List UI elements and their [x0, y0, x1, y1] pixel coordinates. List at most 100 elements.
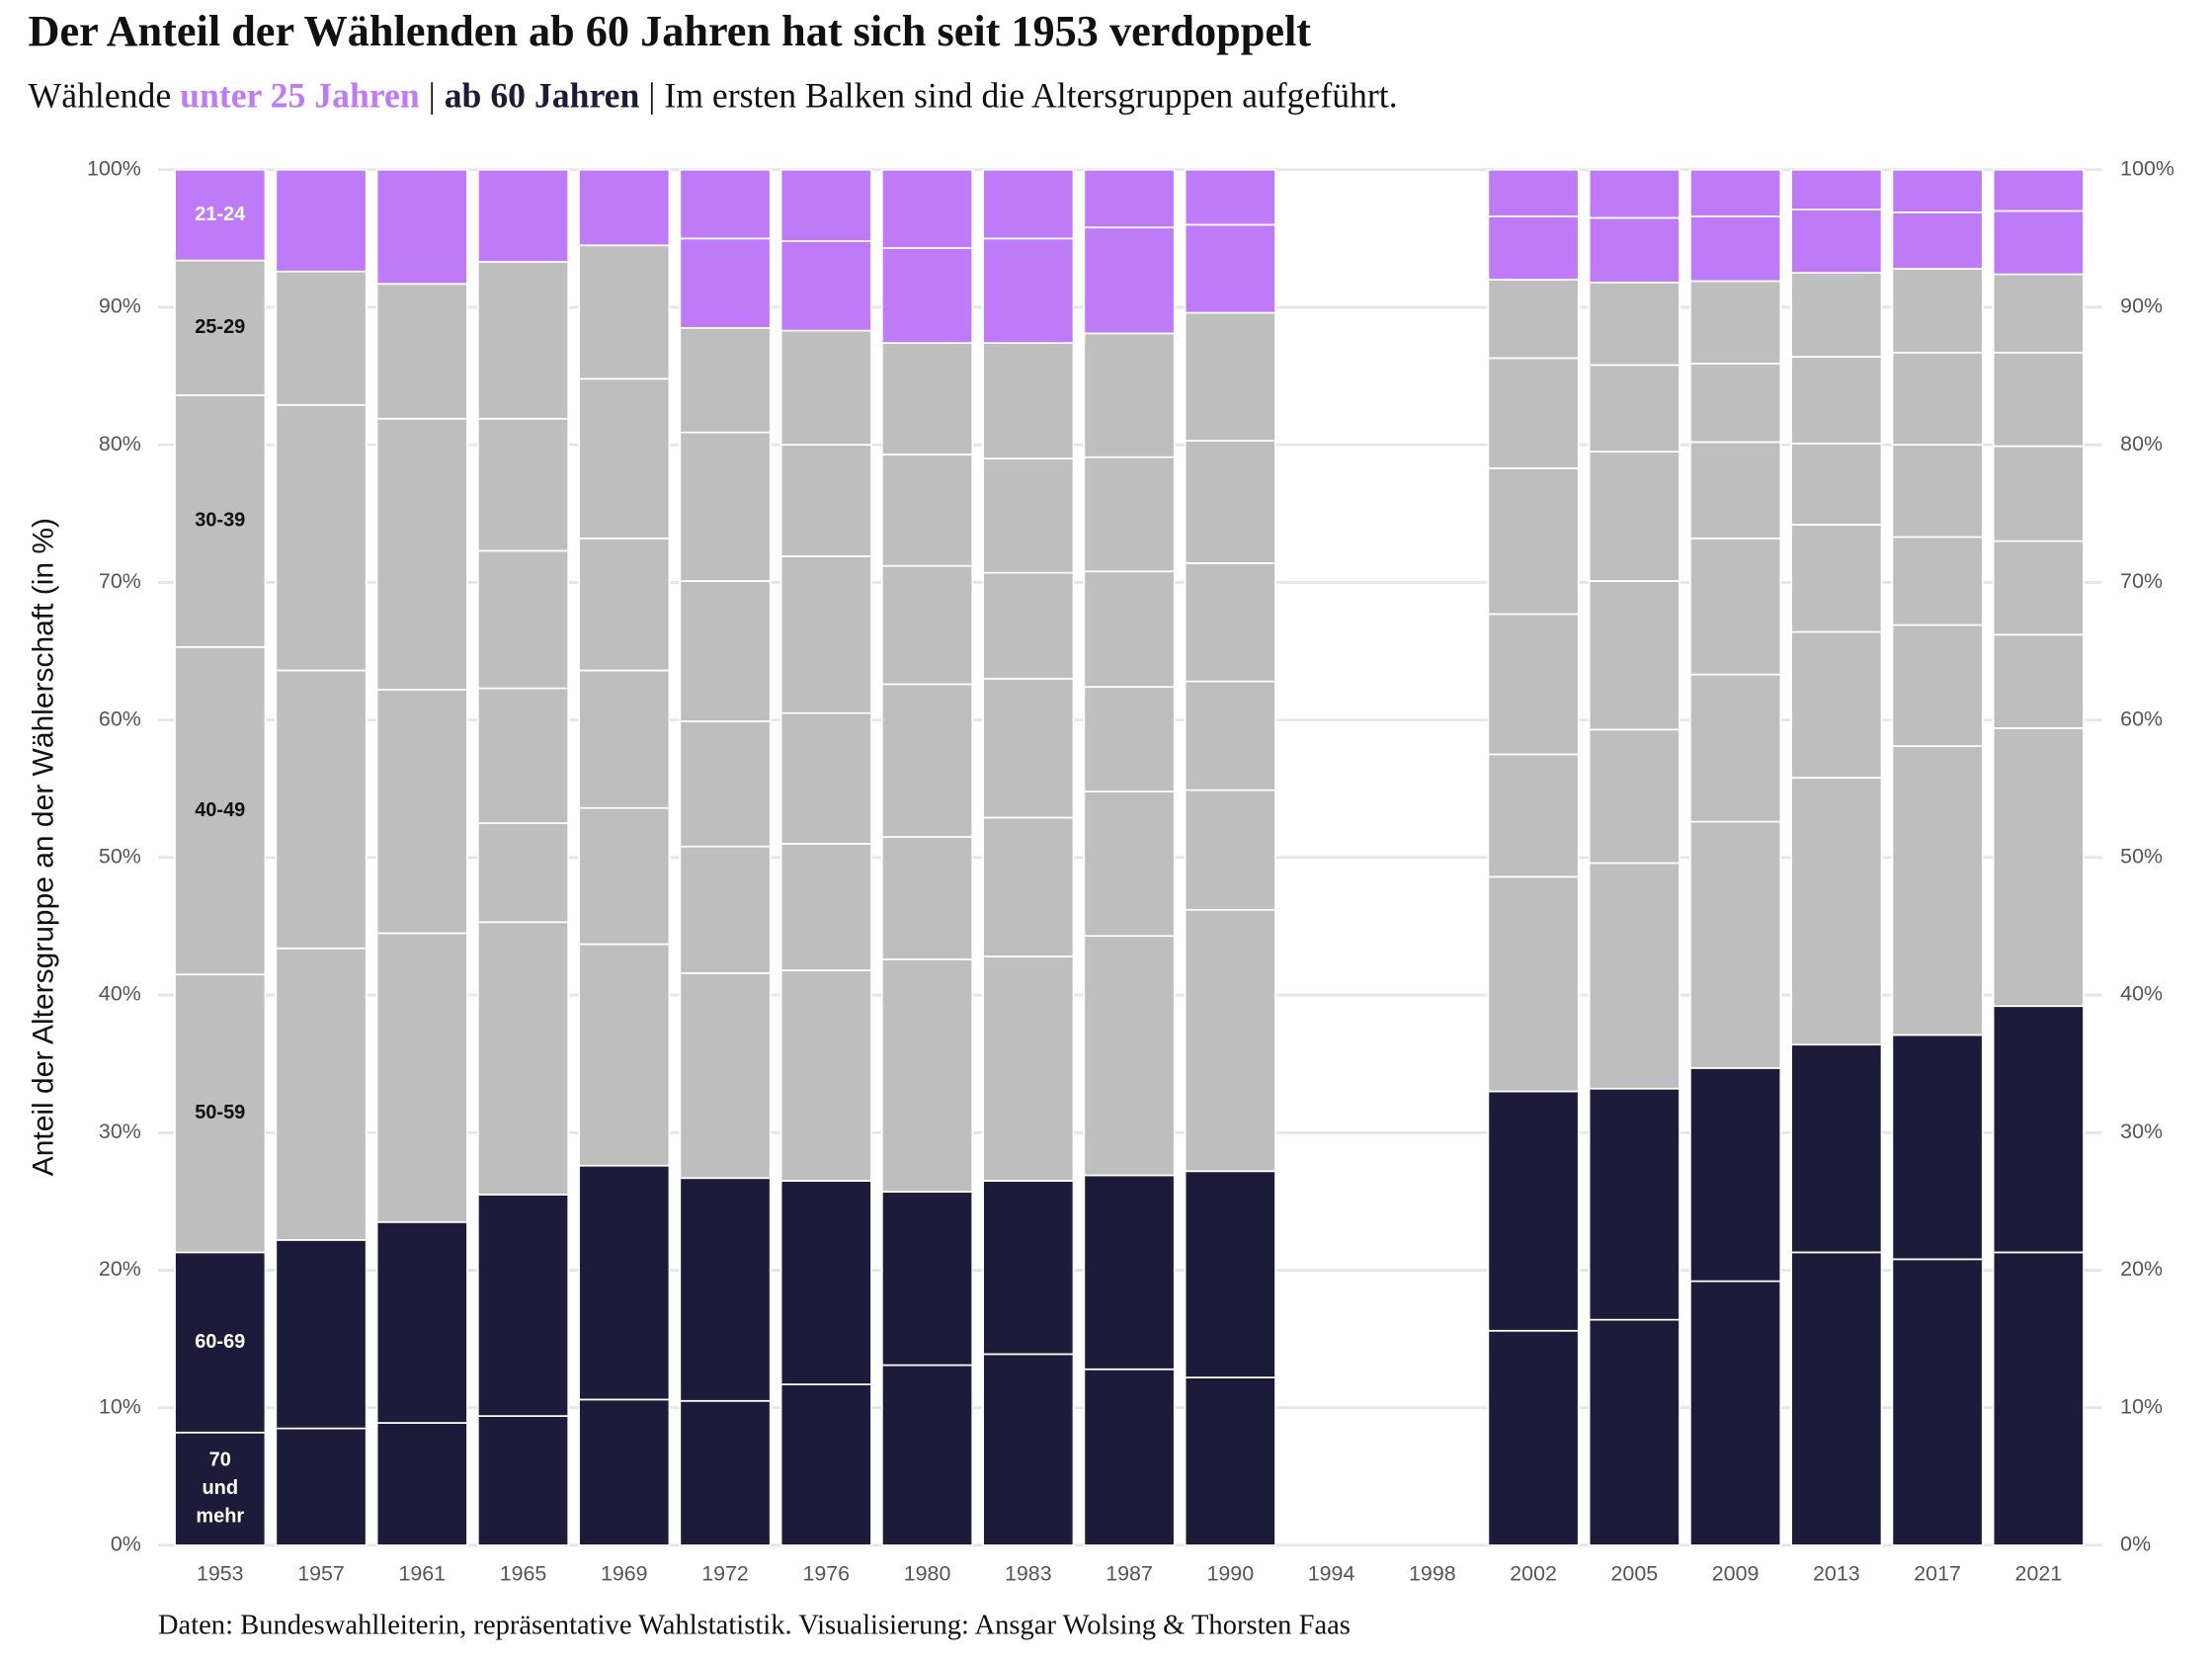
bar-segment [1487, 279, 1580, 360]
bar-segment [375, 1220, 468, 1424]
subtitle-part: | [420, 76, 445, 116]
bar-segment [982, 1353, 1075, 1546]
bar-segment [578, 806, 671, 946]
bar-segment [1588, 168, 1680, 219]
x-tick-label: 1976 [802, 1562, 850, 1586]
x-tick-label: 2013 [1813, 1562, 1860, 1586]
bar-segment [375, 932, 468, 1223]
bar-segment [1790, 524, 1883, 633]
bar-segment [1588, 451, 1680, 582]
y-tick-label-right: 90% [2120, 294, 2163, 318]
y-tick-label: 60% [99, 706, 141, 730]
bar-segment [174, 973, 267, 1254]
bar-segment [1588, 1318, 1680, 1546]
bar-segment [779, 711, 872, 845]
segment-label: 40-49 [195, 799, 245, 821]
bar-segment [1083, 686, 1176, 792]
labels: 1953 70 und mehr 60-69 50-59 40-49 30-39 25-29 21… [195, 204, 2062, 1586]
bar-segment [476, 549, 570, 690]
bar-segment [1790, 630, 1883, 779]
bar-segment [1992, 1005, 2085, 1254]
segment-label: 30-39 [195, 510, 245, 532]
bar-segment [779, 240, 872, 332]
segment-label: 70 und mehr [196, 1450, 244, 1528]
y-tick-label: 30% [99, 1120, 141, 1143]
x-tick-label: 2021 [2015, 1562, 2063, 1586]
bar-segment [1184, 562, 1276, 683]
bar-segment [779, 1180, 872, 1385]
bar-segment [275, 1239, 368, 1430]
bar-segment [275, 1427, 368, 1546]
bar-segment [1184, 1376, 1276, 1546]
bar-segment [1992, 1251, 2085, 1546]
y-tick-label-right: 0% [2120, 1533, 2151, 1556]
bar-segment [1487, 168, 1580, 217]
bar-segment [1891, 444, 1984, 539]
bar-segment [1588, 364, 1680, 453]
bar-segment [1487, 357, 1580, 469]
bar-segment [880, 564, 974, 686]
bar-segment [1487, 753, 1580, 878]
bar-segment [1992, 168, 2085, 212]
segment-label-line: und [202, 1477, 238, 1499]
bar-segment [1487, 875, 1580, 1093]
bar-segment [1588, 580, 1680, 731]
bar-segment [1689, 280, 1782, 365]
bar-segment [578, 1398, 671, 1546]
bar-segment [174, 259, 267, 396]
bar-segment [982, 955, 1075, 1182]
bar-segment [476, 822, 570, 924]
bar-segment [1891, 168, 1984, 213]
bar-segment [779, 843, 872, 971]
bar-segment [679, 237, 772, 329]
bar-segment [982, 1180, 1075, 1356]
bar-segment [679, 720, 772, 848]
bar-segment [1790, 168, 1883, 210]
bar-segment [779, 329, 872, 447]
bar-segment [880, 168, 974, 249]
bar-segment [982, 342, 1075, 459]
bar-segment [1891, 745, 1984, 1037]
segment-label: 60-69 [195, 1331, 245, 1353]
bar-segment [174, 168, 267, 262]
bar-segment [1083, 790, 1176, 938]
bar-segment [679, 1399, 772, 1546]
y-tick-label: 90% [99, 294, 141, 318]
bar-segment [1083, 935, 1176, 1177]
y-tick-label: 100% [87, 156, 141, 180]
bar-segment [1689, 215, 1782, 283]
bar-segment [1184, 680, 1276, 791]
bar-segment [679, 845, 772, 974]
bar-segment [1891, 211, 1984, 270]
bar-segment [476, 168, 570, 263]
bars [174, 168, 2085, 1546]
x-tick-label: 1983 [1005, 1562, 1052, 1586]
bar-segment [174, 1431, 267, 1546]
segment-label: 21-24 [195, 204, 245, 225]
bar-segment [275, 669, 368, 950]
bar-segment [1184, 788, 1276, 911]
bar-segment [679, 1177, 772, 1402]
bar-segment [880, 247, 974, 345]
bar-segment [679, 431, 772, 582]
bar-segment [679, 326, 772, 434]
bar-segment [1790, 208, 1883, 275]
bar-segment [880, 454, 974, 567]
subtitle-part: ab 60 Jahren [445, 76, 640, 116]
bar-segment [1689, 363, 1782, 444]
bar-segment [679, 971, 772, 1180]
bar-segment [1992, 273, 2085, 354]
bar-segment [1891, 268, 1984, 354]
bar-segment [1487, 1329, 1580, 1546]
bar-segment [1588, 216, 1680, 284]
bar-segment [1083, 226, 1176, 335]
bar-segment [1588, 282, 1680, 367]
x-tick-label: 1987 [1106, 1562, 1153, 1586]
bar-segment [880, 958, 974, 1194]
y-tick-label-right: 10% [2120, 1394, 2163, 1418]
segment-label: 50-59 [195, 1102, 245, 1123]
bar-segment [578, 1164, 671, 1401]
bar-segment [1689, 168, 1782, 217]
x-tick-label: 2017 [1914, 1562, 1961, 1586]
y-tick-label: 80% [99, 432, 141, 456]
